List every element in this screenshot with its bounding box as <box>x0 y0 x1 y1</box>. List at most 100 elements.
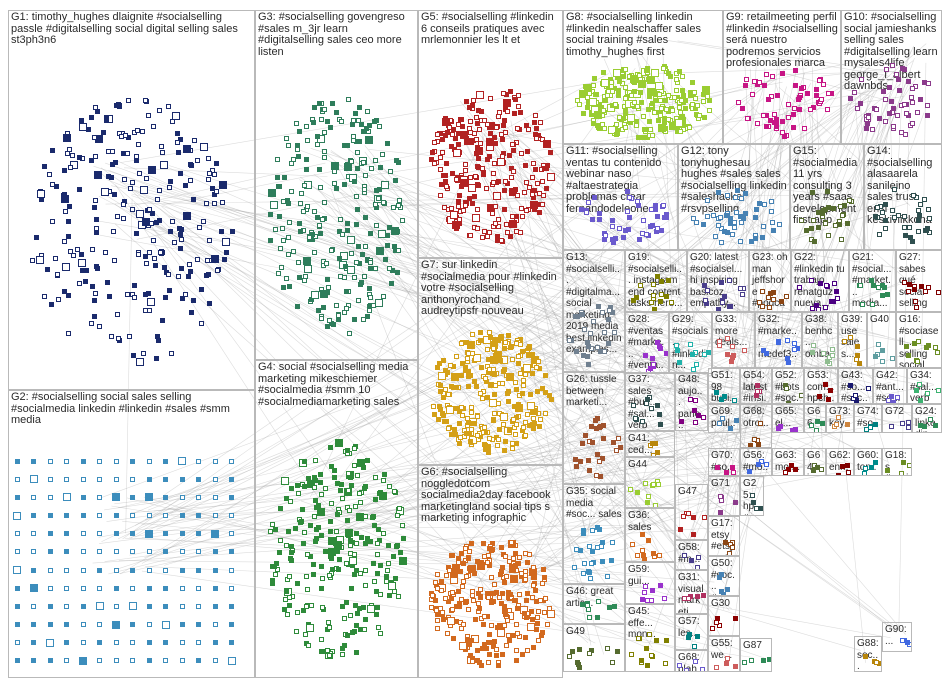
node-g73 <box>835 415 841 421</box>
node-g1 <box>80 267 86 273</box>
node-g2 <box>229 603 234 609</box>
node-g4 <box>351 446 357 452</box>
edge <box>824 107 859 203</box>
node-g5 <box>473 174 479 180</box>
group-panel-g68: G68: otro... <box>740 404 772 448</box>
node-g5 <box>467 119 473 125</box>
node-g7 <box>518 370 524 376</box>
node-g6 <box>459 550 465 556</box>
group-panel-g48: G48: aujo... parle... <box>675 372 708 431</box>
node-g2 <box>130 513 135 518</box>
group-panel-g65: G65: el... <box>772 404 804 433</box>
node-g8 <box>617 79 623 85</box>
node-g28 <box>657 343 663 349</box>
node-g6 <box>537 597 543 603</box>
node-g5 <box>539 178 545 184</box>
edge <box>357 190 731 209</box>
node-g12 <box>738 219 744 225</box>
node-g29 <box>689 351 695 357</box>
node-g4 <box>327 529 333 535</box>
node-g4 <box>274 561 280 567</box>
node-g4 <box>397 505 403 511</box>
edge <box>698 58 915 660</box>
node-g45 <box>649 653 655 659</box>
node-g6 <box>474 658 480 664</box>
node-g4 <box>395 594 401 600</box>
node-g5 <box>460 132 466 138</box>
edge <box>508 153 624 198</box>
group-panel-g10: G10: #socialselling social jamieshanks s… <box>841 10 942 144</box>
node-g19 <box>665 278 671 284</box>
node-g7 <box>464 356 470 362</box>
node-g10 <box>895 76 901 82</box>
node-g7 <box>509 344 515 350</box>
node-g60 <box>862 471 868 475</box>
node-g6 <box>527 551 533 557</box>
node-g49 <box>576 661 582 667</box>
node-g59 <box>661 596 667 602</box>
node-g10 <box>873 107 879 113</box>
node-g12 <box>728 215 734 221</box>
node-g7 <box>543 373 549 379</box>
edge <box>116 160 642 400</box>
node-g2 <box>212 658 218 664</box>
node-g3 <box>295 303 301 309</box>
node-g3 <box>319 290 328 299</box>
node-g2 <box>31 494 36 500</box>
node-g10 <box>887 84 893 90</box>
group-panel-g3: G3: #socialselling govengreso #sales m_3… <box>255 10 418 360</box>
node-g5 <box>466 126 472 132</box>
node-g2 <box>212 513 218 518</box>
node-g3 <box>352 179 358 185</box>
node-g22 <box>834 289 840 295</box>
node-g13 <box>573 348 579 354</box>
node-g1 <box>149 220 155 226</box>
edge <box>300 176 651 436</box>
node-g6 <box>491 582 497 588</box>
node-g9 <box>772 111 778 117</box>
node-g14 <box>923 227 929 233</box>
node-g57 <box>692 643 698 649</box>
group-panel-g34: G34: #sal... verb verbt... <box>907 368 942 404</box>
group-panel-g57: G57: les... <box>675 614 708 650</box>
node-g8 <box>638 80 647 89</box>
node-g3 <box>331 180 337 186</box>
node-g72 <box>889 423 895 429</box>
node-g3 <box>319 216 325 222</box>
node-g5 <box>442 115 448 121</box>
node-g6 <box>524 590 530 596</box>
node-g5 <box>464 139 470 145</box>
node-g6 <box>471 571 477 577</box>
node-g1 <box>47 171 53 177</box>
node-g3 <box>329 248 335 254</box>
node-g1 <box>178 232 184 238</box>
node-g5 <box>504 229 510 235</box>
node-g2 <box>64 513 69 518</box>
node-g45 <box>643 646 649 652</box>
node-g6 <box>486 595 492 601</box>
edge <box>688 53 801 547</box>
node-g9 <box>820 81 826 87</box>
node-g9 <box>762 83 768 89</box>
node-g6 <box>481 621 487 627</box>
node-g8 <box>623 95 629 101</box>
node-g74 <box>864 426 870 432</box>
group-panel-g8: G8: #socialselling linkedin #linkedin ne… <box>563 10 723 144</box>
node-g4 <box>349 483 355 489</box>
node-g20 <box>718 280 724 286</box>
node-g10 <box>924 102 930 108</box>
edge <box>898 70 911 630</box>
node-g38 <box>810 349 816 355</box>
node-g3 <box>362 244 368 250</box>
node-g14 <box>926 206 932 212</box>
node-g1 <box>93 105 99 111</box>
node-g16 <box>915 338 921 344</box>
node-g1 <box>69 152 75 158</box>
node-g6 <box>531 565 537 571</box>
node-g2 <box>130 567 135 573</box>
node-g2 <box>80 549 86 555</box>
node-g4 <box>357 499 363 505</box>
node-g3 <box>314 134 320 140</box>
edge <box>365 334 785 531</box>
node-g6 <box>445 631 451 637</box>
